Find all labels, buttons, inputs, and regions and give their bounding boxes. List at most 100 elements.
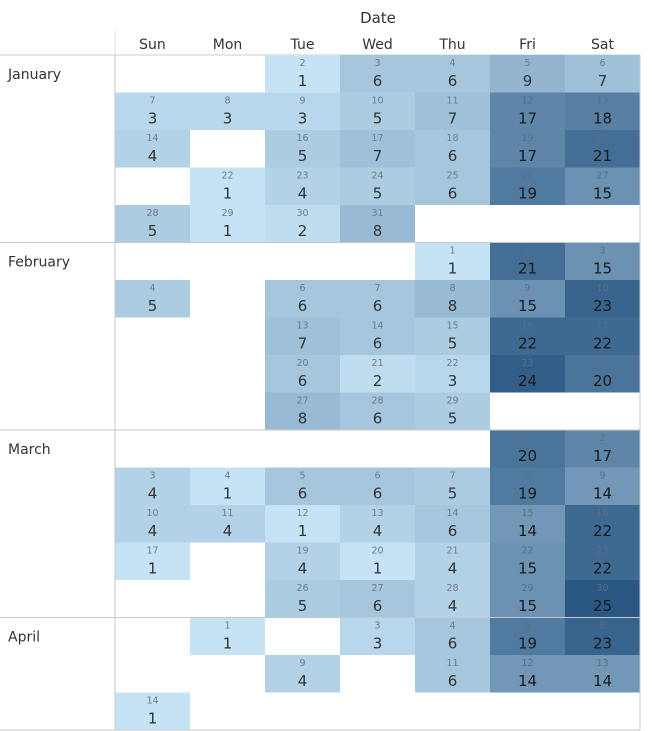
count-value: 8	[448, 297, 458, 315]
count-value: 7	[448, 110, 458, 128]
count-value: 14	[593, 485, 612, 503]
day-number: 17	[146, 546, 158, 557]
heatmap-cell	[115, 505, 190, 543]
day-number: 20	[596, 133, 608, 144]
heatmap-cell	[190, 505, 265, 543]
day-number: 16	[596, 508, 608, 519]
count-value: 6	[298, 372, 308, 390]
day-number: 2	[299, 58, 305, 69]
day-number: 11	[221, 508, 233, 519]
day-number: 6	[599, 621, 605, 632]
day-number: 13	[596, 658, 608, 669]
heatmap-cell	[490, 92, 565, 130]
heatmap-cell	[265, 205, 340, 243]
heatmap-cell	[565, 467, 640, 505]
day-number: 14	[146, 696, 158, 707]
weekday-label: Fri	[519, 37, 536, 53]
heatmap-cells: 2136465967738393105117121713181441651771…	[115, 55, 640, 730]
count-value: 18	[593, 110, 612, 128]
heatmap-cell	[190, 617, 265, 655]
count-value: 5	[448, 335, 458, 353]
count-value: 14	[518, 672, 537, 690]
heatmap-cell	[565, 317, 640, 355]
count-value: 1	[223, 485, 233, 503]
count-value: 6	[448, 147, 458, 165]
day-number: 28	[371, 396, 383, 407]
day-number: 1	[449, 246, 455, 257]
count-value: 24	[518, 372, 537, 390]
heatmap-cell	[565, 430, 640, 468]
heatmap-cell	[265, 317, 340, 355]
count-value: 25	[593, 597, 612, 615]
count-value: 5	[298, 597, 308, 615]
heatmap-cell	[265, 467, 340, 505]
day-number: 30	[596, 583, 608, 594]
heatmap-cell	[415, 280, 490, 318]
day-number: 20	[296, 358, 308, 369]
day-number: 12	[521, 96, 533, 107]
count-value: 22	[518, 335, 537, 353]
heatmap-cell	[415, 355, 490, 393]
day-number: 26	[296, 583, 308, 594]
heatmap-cell	[565, 167, 640, 205]
heatmap-cell	[490, 355, 565, 393]
count-value: 4	[298, 672, 308, 690]
heatmap-cell	[115, 467, 190, 505]
day-number: 22	[446, 358, 458, 369]
day-number: 8	[449, 283, 455, 294]
count-value: 7	[373, 147, 383, 165]
day-number: 2	[524, 246, 530, 257]
day-number: 10	[146, 508, 158, 519]
heatmap-cell	[490, 430, 565, 468]
heatmap-cell	[190, 205, 265, 243]
heatmap-cell	[415, 580, 490, 618]
heatmap-cell	[415, 167, 490, 205]
count-value: 4	[373, 522, 383, 540]
day-number: 5	[299, 471, 305, 482]
count-value: 4	[298, 560, 308, 578]
heatmap-cell	[340, 467, 415, 505]
count-value: 7	[298, 335, 308, 353]
heatmap-cell	[265, 355, 340, 393]
heatmap-cell	[565, 617, 640, 655]
heatmap-cell	[415, 55, 490, 93]
count-value: 3	[298, 110, 308, 128]
heatmap-cell	[340, 580, 415, 618]
heatmap-cell	[565, 280, 640, 318]
count-value: 20	[593, 372, 612, 390]
heatmap-cell	[190, 467, 265, 505]
heatmap-cell	[265, 167, 340, 205]
day-number: 27	[296, 396, 308, 407]
count-value: 6	[448, 672, 458, 690]
heatmap-cell	[415, 505, 490, 543]
heatmap-cell	[265, 542, 340, 580]
heatmap-cell	[490, 55, 565, 93]
count-value: 6	[373, 297, 383, 315]
day-number: 10	[371, 96, 383, 107]
count-value: 19	[518, 485, 537, 503]
count-value: 15	[593, 260, 612, 278]
day-number: 13	[596, 96, 608, 107]
count-value: 5	[373, 110, 383, 128]
day-number: 6	[599, 58, 605, 69]
count-value: 8	[373, 222, 383, 240]
heatmap-cell	[115, 280, 190, 318]
heatmap-cell	[340, 55, 415, 93]
day-number: 18	[446, 133, 458, 144]
day-number: 4	[449, 621, 455, 632]
day-number: 3	[374, 621, 380, 632]
day-number: 7	[374, 283, 380, 294]
count-value: 23	[593, 635, 612, 653]
heatmap-cell	[340, 205, 415, 243]
heatmap-cell	[415, 130, 490, 168]
count-value: 6	[298, 297, 308, 315]
count-value: 9	[523, 72, 533, 90]
count-value: 1	[298, 522, 308, 540]
count-value: 6	[448, 522, 458, 540]
day-number: 8	[224, 96, 230, 107]
day-number: 23	[296, 171, 308, 182]
count-value: 20	[518, 447, 537, 465]
heatmap-cell	[415, 655, 490, 693]
day-number: 6	[374, 471, 380, 482]
day-number: 16	[296, 133, 308, 144]
